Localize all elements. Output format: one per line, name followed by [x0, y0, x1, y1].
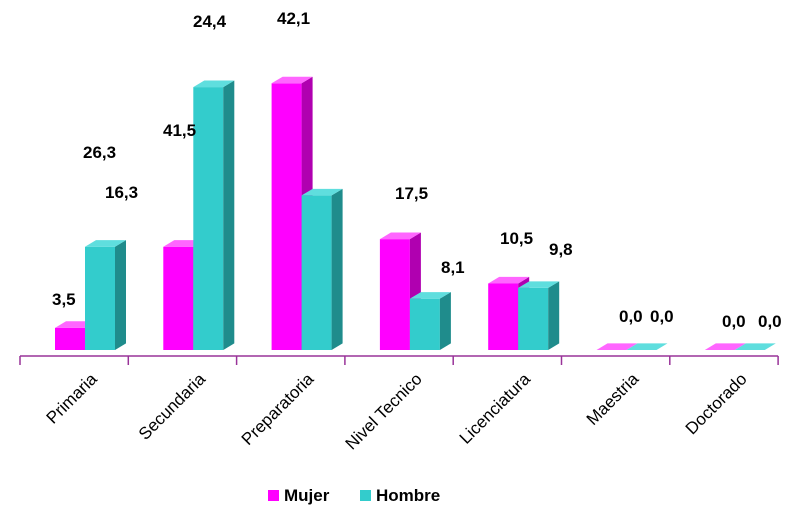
category-label-3: Nivel Tecnico [342, 369, 426, 453]
value-label-mujer-3: 17,5 [395, 184, 428, 203]
bar-hombre-1 [193, 80, 235, 350]
value-label-hombre-3: 8,1 [441, 258, 465, 277]
value-label-hombre-2: 24,4 [193, 12, 227, 31]
value-label-mujer-2: 42,1 [277, 9, 310, 28]
bar-mujer-5 [596, 343, 638, 350]
value-label-hombre-5: 0,0 [650, 307, 674, 326]
bar-hombre-4 [518, 281, 560, 350]
value-label-mujer-5: 0,0 [619, 307, 643, 326]
value-label-hombre-1: 41,5 [163, 121, 196, 140]
value-label-mujer-0: 3,5 [52, 290, 76, 309]
category-label-0: Primaria [43, 369, 102, 428]
category-label-2: Preparatoria [238, 369, 318, 449]
category-label-1: Secundaria [135, 369, 210, 444]
x-axis [19, 355, 779, 365]
category-label-6: Doctorado [682, 369, 751, 438]
value-label-hombre-6: 0,0 [758, 312, 782, 331]
legend-swatch-mujer [268, 490, 279, 501]
legend: Mujer Hombre [268, 486, 440, 505]
value-label-mujer-4: 10,5 [500, 229, 533, 248]
bar-mujer-6 [704, 343, 746, 350]
bar-hombre-0 [85, 240, 126, 350]
category-label-5: Maestria [583, 369, 643, 429]
bar-hombre-2 [301, 188, 343, 350]
legend-swatch-hombre [360, 490, 371, 501]
value-labels: 3,5 26,3 16,3 41,5 42,1 24,4 17,5 8,1 10,5 9,8 0,0… [52, 9, 782, 331]
category-label-4: Licenciatura [456, 369, 535, 448]
bars-layer [55, 76, 776, 350]
value-label-mujer-1: 16,3 [105, 183, 138, 202]
value-label-hombre-0: 26,3 [83, 143, 116, 162]
legend-label-mujer: Mujer [284, 486, 330, 505]
legend-label-hombre: Hombre [376, 486, 440, 505]
bar-hombre-5 [626, 343, 668, 350]
bar-hombre-3 [409, 292, 451, 350]
value-label-hombre-4: 9,8 [549, 240, 573, 259]
category-labels: Primaria Secundaria Preparatoria Nivel Tecn… [43, 369, 751, 453]
value-label-mujer-6: 0,0 [722, 312, 746, 331]
bar-hombre-6 [734, 343, 776, 350]
